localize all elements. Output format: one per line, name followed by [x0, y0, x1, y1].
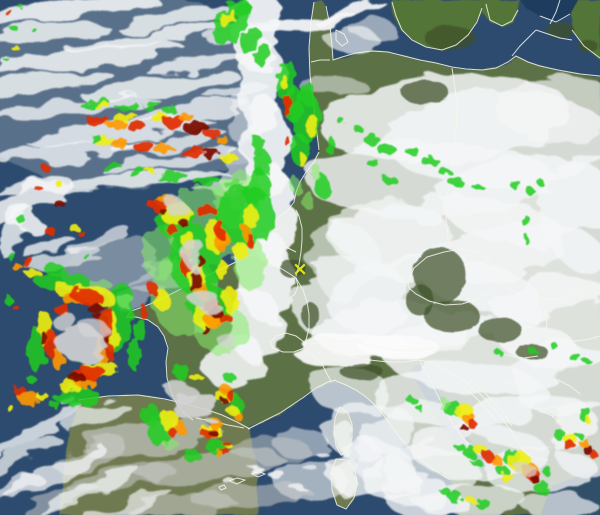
sweden-southeast	[482, 0, 520, 26]
storm-core-layer	[53, 198, 534, 475]
terrain-layer	[279, 22, 598, 380]
